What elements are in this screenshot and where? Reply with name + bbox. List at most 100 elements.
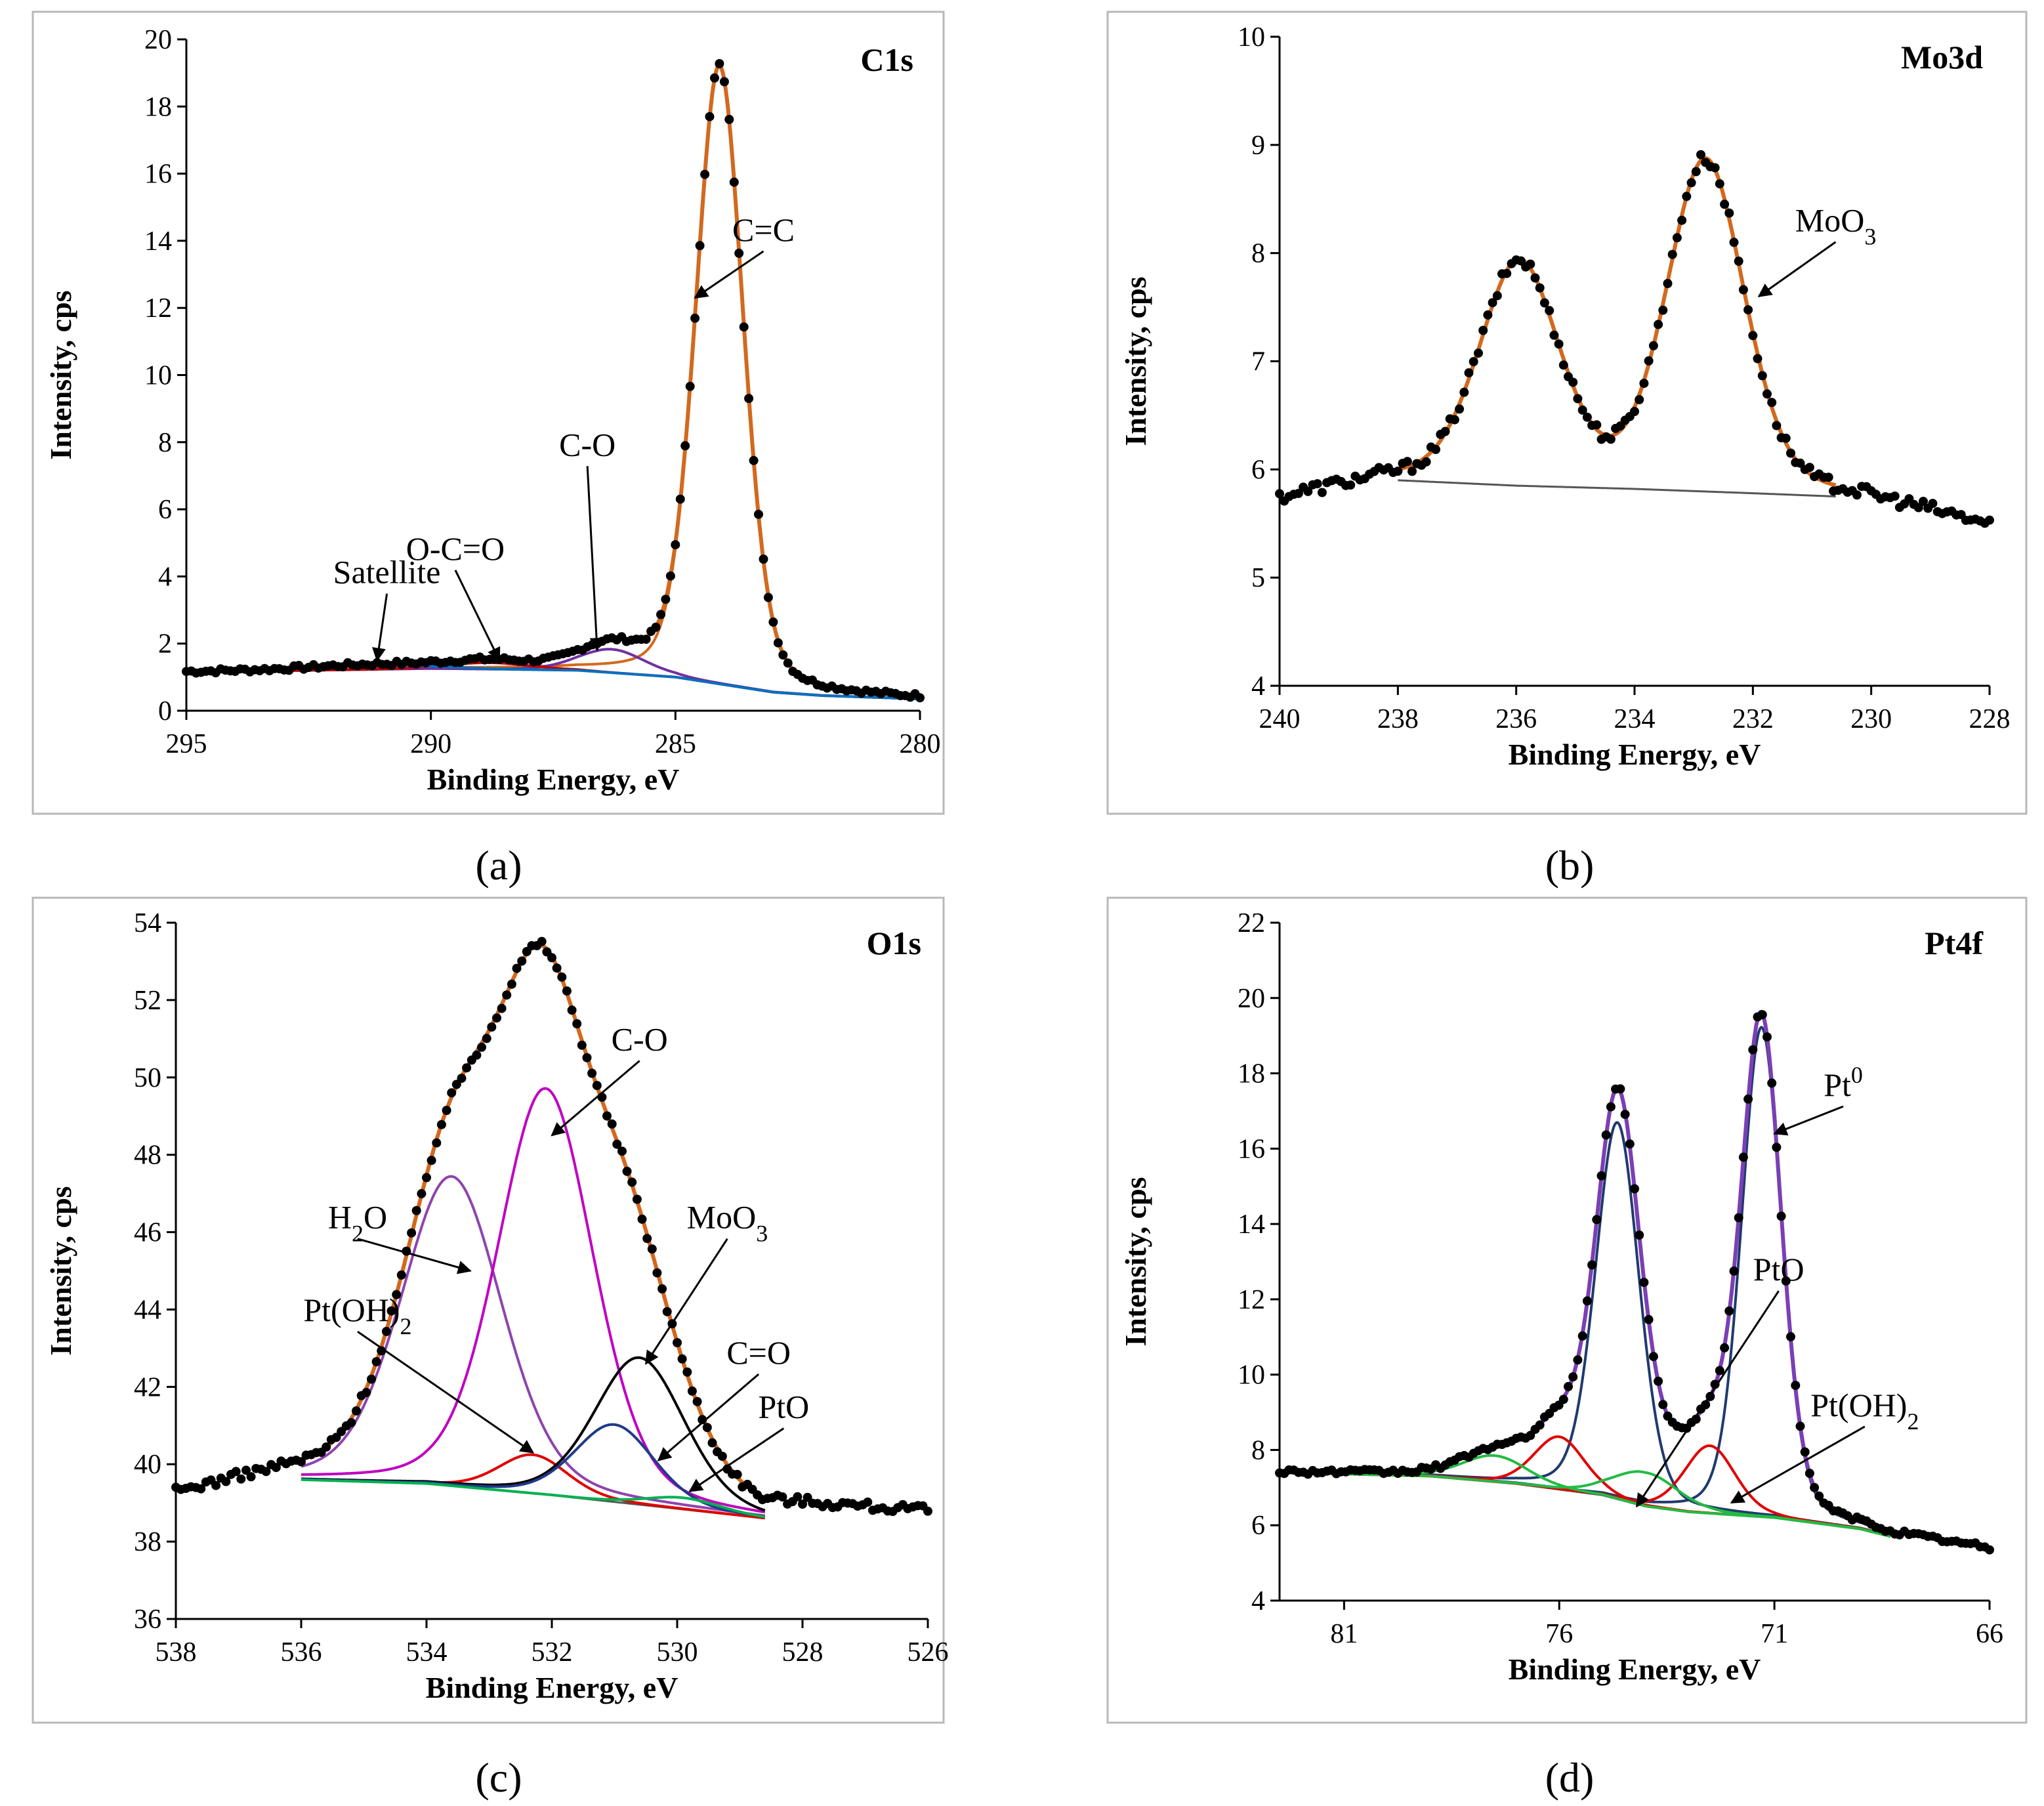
y-tick-label: 22 <box>1238 908 1265 938</box>
data-point <box>196 1484 206 1494</box>
y-axis-title: Intensity, cps <box>44 1186 77 1355</box>
data-point <box>687 1386 697 1396</box>
data-point <box>537 936 547 946</box>
data-point <box>1526 259 1535 269</box>
x-tick-label: 76 <box>1545 1619 1573 1649</box>
data-point <box>1402 457 1412 467</box>
data-point <box>1592 420 1602 430</box>
data-point <box>1408 467 1417 476</box>
data-point <box>1686 178 1696 188</box>
annotation-label: H2O <box>328 1199 387 1247</box>
data-point <box>221 1477 231 1486</box>
data-point <box>1710 163 1720 173</box>
y-tick-label: 10 <box>144 361 172 391</box>
x-tick-label: 228 <box>1969 704 2011 734</box>
x-tick-label: 295 <box>166 729 207 759</box>
data-point <box>572 1019 582 1028</box>
data-point <box>567 1005 577 1015</box>
y-tick-label: 20 <box>1238 984 1265 1014</box>
annotation-label: C-O <box>559 426 615 463</box>
data-point <box>637 1214 647 1224</box>
data-point <box>1743 1094 1753 1104</box>
y-tick-label: 4 <box>1251 1586 1265 1616</box>
x-tick-label: 530 <box>657 1637 698 1668</box>
annotation-arrow <box>357 1330 535 1454</box>
data-point <box>729 177 739 187</box>
data-point <box>1734 257 1743 266</box>
data-point <box>773 638 783 648</box>
data-point <box>241 1465 251 1475</box>
data-point <box>1459 387 1469 397</box>
y-tick-label: 38 <box>134 1527 161 1557</box>
data-point <box>778 650 788 660</box>
x-axis-title: Binding Energy, eV <box>427 763 680 796</box>
data-point <box>923 1506 932 1516</box>
data-point <box>422 1173 431 1183</box>
data-point <box>1530 273 1540 283</box>
chart-title: Pt4f <box>1925 925 1984 961</box>
y-tick-label: 5 <box>1251 563 1265 593</box>
component-line <box>301 1478 766 1519</box>
data-point <box>1535 283 1545 293</box>
data-point <box>1710 1379 1720 1389</box>
data-point <box>1795 458 1805 468</box>
data-point <box>685 381 695 391</box>
data-point <box>502 990 512 1000</box>
data-point <box>1545 306 1554 316</box>
y-tick-label: 0 <box>158 696 172 726</box>
data-point <box>261 1467 271 1477</box>
data-point <box>754 509 763 519</box>
annotation-label: Satellite <box>333 554 441 591</box>
annotation-arrow <box>454 570 501 662</box>
data-point <box>1630 407 1639 416</box>
data-point <box>641 635 651 644</box>
x-tick-label: 66 <box>1976 1619 2003 1649</box>
data-point <box>297 1457 306 1467</box>
data-point <box>1635 395 1644 404</box>
x-tick-label: 236 <box>1495 704 1537 734</box>
annotation-label: C=C <box>732 211 795 248</box>
data-point <box>1464 368 1474 378</box>
data-point <box>482 1034 491 1043</box>
data-point <box>1667 249 1677 259</box>
y-axis-title: Intensity, cps <box>1119 1177 1152 1346</box>
data-point <box>652 1268 662 1278</box>
data-point <box>1483 310 1493 320</box>
data-point <box>1606 434 1616 444</box>
y-tick-label: 18 <box>1238 1059 1265 1089</box>
data-point <box>749 455 759 465</box>
data-point <box>436 1120 446 1129</box>
panel-c: 36 38 40 42 44 46 48 50 52 54 538 536 534 532 530 528 52… <box>31 896 949 1724</box>
y-tick-label: 14 <box>1238 1209 1265 1240</box>
data-point <box>759 555 768 564</box>
x-tick-label: 238 <box>1377 704 1419 734</box>
component-line <box>301 1175 765 1517</box>
y-tick-label: 12 <box>1238 1285 1265 1315</box>
data-point <box>1539 298 1549 308</box>
data-point <box>695 241 705 251</box>
data-point <box>692 1396 702 1406</box>
data-point <box>1913 503 1923 513</box>
data-point <box>656 610 665 620</box>
data-point <box>1672 233 1682 243</box>
data-point <box>1985 515 1994 525</box>
data-point <box>1781 1276 1791 1286</box>
data-point <box>1772 421 1782 430</box>
data-point <box>1919 497 1928 506</box>
data-point <box>1696 150 1705 159</box>
data-point <box>1781 433 1791 443</box>
y-tick-label: 52 <box>134 986 161 1016</box>
data-point <box>671 540 680 550</box>
annotation-arrow <box>357 1238 472 1274</box>
data-point <box>1564 1381 1573 1391</box>
data-point <box>1549 330 1559 340</box>
data-point <box>662 1307 672 1316</box>
data-point <box>642 1234 652 1244</box>
x-tick-label: 234 <box>1614 704 1656 734</box>
data-point <box>547 953 556 963</box>
x-tick-label: 290 <box>410 729 451 759</box>
x-tick-label: 534 <box>406 1637 448 1668</box>
data-point <box>1743 305 1753 315</box>
data-point <box>1824 472 1833 482</box>
annotation-arrow <box>688 1427 785 1492</box>
